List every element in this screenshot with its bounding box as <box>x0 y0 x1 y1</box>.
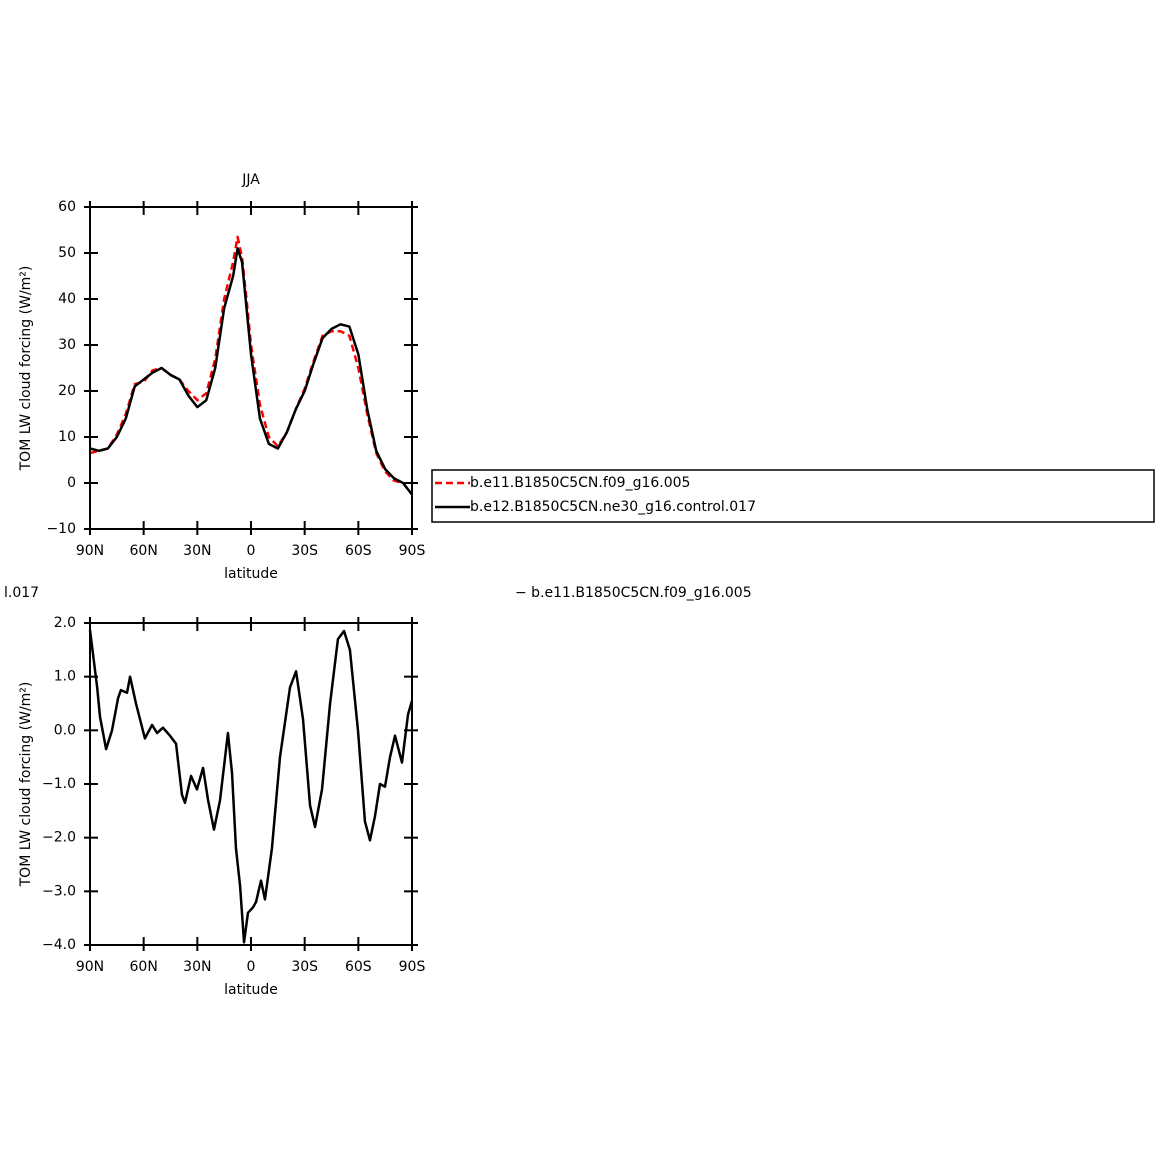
y-tick-label: −3.0 <box>42 883 76 899</box>
chart-title: JJA <box>241 172 260 188</box>
y-tick-label: −1.0 <box>42 776 76 792</box>
legend-box <box>431 469 1155 523</box>
legend-label: b.e11.B1850C5CN.f09_g16.005 <box>470 475 690 491</box>
x-axis-label: latitude <box>224 566 278 582</box>
y-tick-label: 40 <box>58 291 76 307</box>
y-tick-label: −10 <box>46 521 76 537</box>
y-tick-label: 1.0 <box>54 669 76 685</box>
y-axis-label: TOM LW cloud forcing (W/m²) <box>18 266 34 472</box>
x-tick-label: 90S <box>399 543 426 559</box>
x-tick-label: 0 <box>247 959 256 975</box>
x-tick-label: 60S <box>345 543 372 559</box>
y-tick-label: 0 <box>67 475 76 491</box>
x-axis-label: latitude <box>224 982 278 998</box>
x-tick-label: 30S <box>291 543 318 559</box>
x-tick-label: 90N <box>76 959 104 975</box>
y-tick-label: 2.0 <box>54 615 76 631</box>
data-line <box>89 247 413 496</box>
y-tick-label: 60 <box>58 199 76 215</box>
plot-frame <box>89 206 413 530</box>
y-tick-label: 50 <box>58 245 76 261</box>
y-tick-label: −4.0 <box>42 937 76 953</box>
x-tick-label: 30N <box>183 959 211 975</box>
x-tick-label: 90N <box>76 543 104 559</box>
x-tick-label: 60N <box>130 959 158 975</box>
y-tick-label: 20 <box>58 383 76 399</box>
subtitle: l.017 <box>4 585 39 601</box>
x-tick-label: 90S <box>399 959 426 975</box>
data-line <box>88 629 414 944</box>
y-tick-label: 30 <box>58 337 76 353</box>
x-tick-label: 60S <box>345 959 372 975</box>
x-tick-label: 0 <box>247 543 256 559</box>
subtitle: − b.e11.B1850C5CN.f09_g16.005 <box>515 585 752 601</box>
legend-label: b.e12.B1850C5CN.ne30_g16.control.017 <box>470 499 756 515</box>
data-line <box>89 235 413 496</box>
y-tick-label: 10 <box>58 429 76 445</box>
x-tick-label: 30N <box>183 543 211 559</box>
y-tick-label: −2.0 <box>42 830 76 846</box>
y-axis-label: TOM LW cloud forcing (W/m²) <box>18 682 34 888</box>
x-tick-label: 30S <box>291 959 318 975</box>
x-tick-label: 60N <box>130 543 158 559</box>
y-tick-label: 0.0 <box>54 722 76 738</box>
plot-frame <box>89 622 413 946</box>
